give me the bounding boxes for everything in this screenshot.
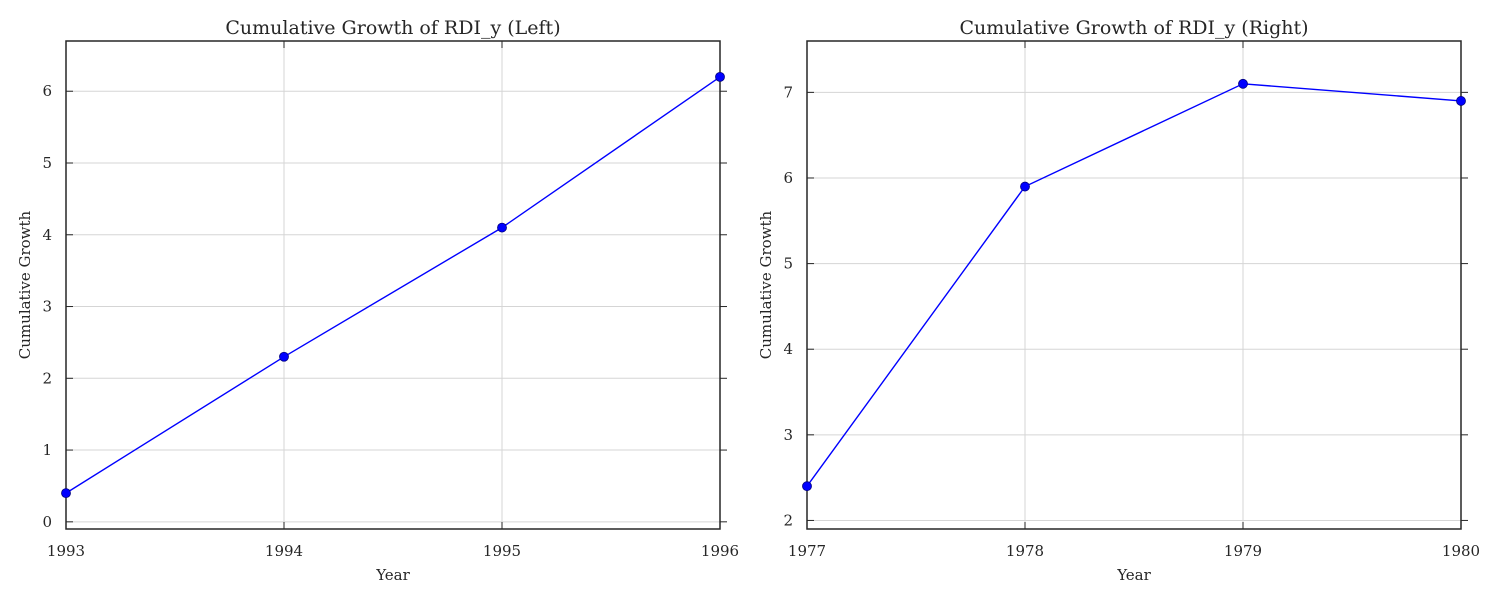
y-tick-label: 5	[783, 255, 793, 273]
axis-ticks: 1977 1978 1979 1980 2 3 4 5 6 7	[783, 41, 1480, 560]
x-tick-label: 1980	[1442, 542, 1480, 560]
data-point	[1020, 181, 1030, 192]
y-axis-label: Cumulative Growth	[16, 210, 34, 359]
chart-left: Cumulative Growth of RDI_y (Left) Year C…	[16, 17, 739, 584]
plot-frame	[65, 40, 721, 530]
y-tick-label: 1	[42, 441, 52, 459]
x-axis-label: Year	[1116, 566, 1151, 584]
x-axis-label: Year	[375, 566, 410, 584]
y-tick-label: 2	[42, 369, 52, 387]
y-tick-label: 3	[783, 426, 793, 444]
chart-title: Cumulative Growth of RDI_y (Left)	[225, 17, 560, 39]
y-tick-label: 4	[42, 226, 52, 244]
grid	[806, 41, 1462, 529]
data-point	[1456, 96, 1466, 106]
data-point	[802, 481, 812, 492]
series-line	[806, 83, 1462, 487]
y-tick-label: 2	[783, 511, 793, 529]
y-tick-label: 0	[42, 513, 52, 531]
x-tick-label: 1978	[1006, 542, 1044, 560]
data-point	[497, 222, 507, 233]
y-tick-label: 6	[783, 169, 793, 187]
data-point	[1238, 78, 1248, 89]
x-tick-label: 1996	[701, 542, 739, 560]
axis-ticks: 1993 1994 1995 1996 0 1 2 3 4 5 6	[42, 41, 739, 560]
x-tick-label: 1977	[788, 542, 826, 560]
chart-title: Cumulative Growth of RDI_y (Right)	[959, 17, 1308, 39]
series-line	[65, 76, 721, 494]
x-tick-label: 1994	[265, 542, 303, 560]
y-tick-label: 7	[783, 83, 793, 101]
data-point	[279, 351, 289, 362]
y-tick-label: 4	[783, 340, 793, 358]
x-tick-label: 1979	[1224, 542, 1262, 560]
x-tick-label: 1993	[47, 542, 85, 560]
x-tick-label: 1995	[483, 542, 521, 560]
plot-frame	[806, 40, 1462, 530]
series	[61, 71, 725, 499]
grid	[65, 41, 721, 529]
series	[802, 78, 1466, 492]
y-axis-label: Cumulative Growth	[757, 210, 775, 359]
data-point	[715, 71, 725, 82]
chart-right: Cumulative Growth of RDI_y (Right) Year …	[757, 17, 1480, 584]
y-tick-label: 3	[42, 298, 52, 316]
y-tick-label: 5	[42, 154, 52, 172]
data-point	[61, 488, 71, 499]
y-tick-label: 6	[42, 82, 52, 100]
